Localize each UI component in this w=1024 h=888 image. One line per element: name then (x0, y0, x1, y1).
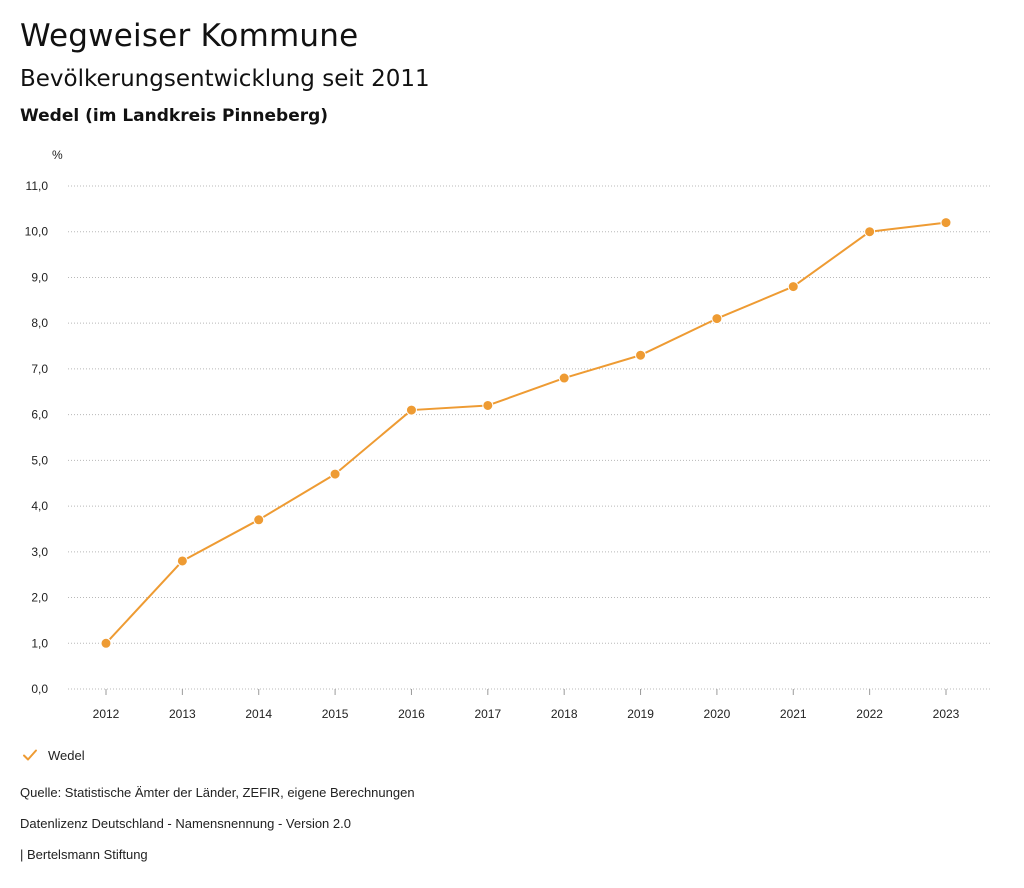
data-point (482, 399, 494, 411)
x-tick-label: 2021 (780, 707, 807, 721)
y-tick-label: 0,0 (31, 682, 48, 696)
data-point (787, 281, 799, 293)
y-tick-label: 11,0 (26, 179, 49, 193)
x-tick-label: 2016 (398, 707, 425, 721)
y-tick-label: 6,0 (31, 408, 48, 422)
y-tick-label: 7,0 (31, 362, 48, 376)
y-tick-label: 10,0 (25, 225, 49, 239)
data-point (176, 555, 188, 567)
x-tick-label: 2012 (93, 707, 120, 721)
publisher-note: | Bertelsmann Stiftung (20, 847, 148, 862)
data-point (864, 226, 876, 238)
y-axis-unit-label: % (52, 148, 63, 162)
data-point (635, 349, 647, 361)
check-icon (23, 749, 37, 761)
legend-label: Wedel (48, 747, 85, 763)
data-point (711, 313, 723, 325)
y-tick-label: 4,0 (31, 499, 48, 513)
license-note: Datenlizenz Deutschland - Namensnennung … (20, 816, 351, 831)
data-point (100, 637, 112, 649)
x-tick-label: 2017 (474, 707, 501, 721)
data-point (940, 217, 952, 229)
chart-subtitle: Bevölkerungsentwicklung seit 2011 (20, 66, 430, 92)
data-point (253, 514, 265, 526)
y-tick-label: 5,0 (31, 453, 48, 467)
y-tick-label: 1,0 (31, 636, 48, 650)
series-line-wedel (105, 221, 947, 645)
x-tick-label: 2014 (245, 707, 272, 721)
x-tick-label: 2023 (933, 707, 960, 721)
y-tick-label: 8,0 (31, 316, 48, 330)
x-tick-label: 2013 (169, 707, 196, 721)
y-tick-label: 3,0 (31, 545, 48, 559)
source-note: Quelle: Statistische Ämter der Länder, Z… (20, 785, 415, 800)
data-point (405, 404, 417, 416)
page-title: Wegweiser Kommune (20, 18, 359, 54)
grid-layer (68, 185, 990, 690)
x-tick-label: 2018 (551, 707, 578, 721)
y-tick-label: 9,0 (31, 270, 48, 284)
legend[interactable]: Wedel (22, 744, 85, 766)
x-tick-label: 2015 (322, 707, 349, 721)
x-tick-label: 2020 (704, 707, 731, 721)
data-point (329, 468, 341, 480)
line-chart: % 0,0 1,0 2,0 3,0 4,0 5,0 6,0 7,0 8,0 9,0 10,0 11,0 2… (25, 148, 990, 721)
series-layer (100, 217, 952, 649)
x-tick-label: 2019 (627, 707, 654, 721)
region-label: Wedel (im Landkreis Pinneberg) (20, 106, 329, 126)
x-tick-label: 2022 (856, 707, 883, 721)
axis-layer: % 0,0 1,0 2,0 3,0 4,0 5,0 6,0 7,0 8,0 9,0 10,0 11,0 2… (25, 148, 960, 721)
y-tick-label: 2,0 (31, 591, 48, 605)
data-point (558, 372, 570, 384)
